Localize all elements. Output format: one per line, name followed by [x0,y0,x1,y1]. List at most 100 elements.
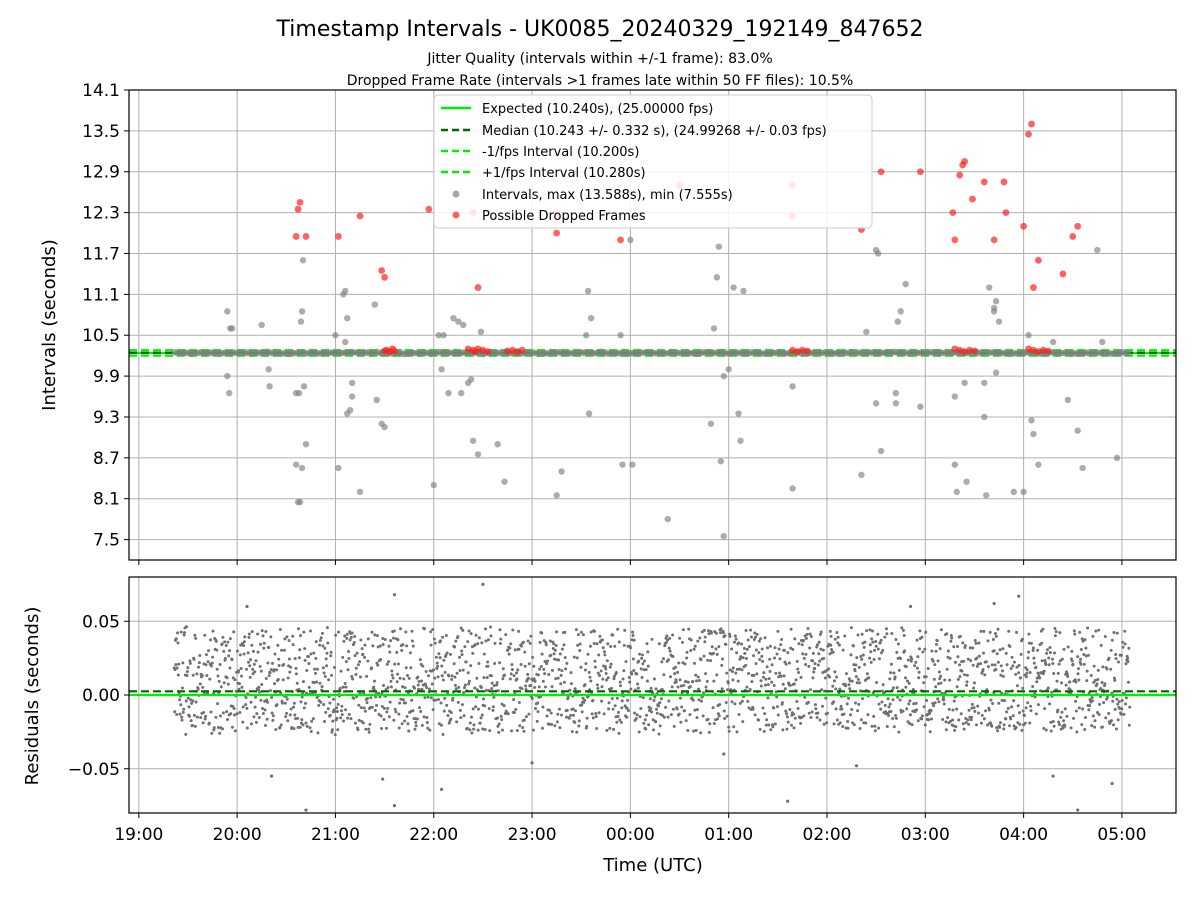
residual-point [204,653,208,657]
residual-point [603,653,607,657]
residual-point [344,660,348,664]
residual-point [864,721,868,725]
residual-point [699,658,703,662]
residual-point [510,663,514,667]
residual-point [574,628,578,632]
residual-point [1025,671,1029,675]
residual-point [947,707,951,711]
residual-point [1004,651,1008,655]
residual-point [863,640,867,644]
residual-point [195,715,199,719]
interval-point [299,257,307,264]
residual-point [204,714,208,718]
residual-point [257,716,261,720]
residual-point [564,667,568,671]
interval-point [619,461,626,468]
residual-point [440,674,444,678]
residual-point [436,664,440,668]
residual-point [358,675,362,679]
residual-point [762,671,766,675]
residual-point [275,703,279,707]
residual-point [605,728,609,732]
residual-point [1028,670,1032,674]
residual-point [237,687,241,691]
residual-point [185,674,189,678]
residual-point [333,709,337,713]
dropped-frame-point [484,348,492,355]
dropped-frame-point [949,209,957,217]
residual-point [660,660,664,664]
residual-point [1091,634,1095,638]
interval-point [346,406,354,414]
residual-point [325,651,329,655]
residual-point [460,703,464,707]
residual-point [490,681,494,685]
residual-point [1044,663,1048,667]
residual-point [764,677,768,681]
residual-point [699,699,703,703]
residual-point [1117,660,1121,664]
residual-point [492,684,496,688]
residual-point [297,656,301,660]
residual-point [361,721,365,725]
interval-point [981,379,988,387]
residual-point [627,675,631,679]
intervals-x-ticks [138,560,1123,565]
residual-point [902,634,906,638]
residual-point [754,648,758,652]
residual-point [697,698,701,702]
residual-point [221,727,225,731]
residual-point [1110,781,1114,786]
residual-point [461,668,465,672]
residual-point [228,666,232,670]
residual-point [508,677,512,681]
residual-point [1093,678,1097,682]
residual-point [577,724,581,728]
residual-point [915,708,919,712]
interval-point [381,423,388,431]
residual-point [631,633,635,637]
residual-point [471,651,475,655]
residual-point [1099,643,1103,647]
residual-point [702,628,706,632]
interval-point [1079,464,1086,472]
residual-point [479,716,483,720]
residual-point [959,712,963,716]
residual-point [712,679,716,683]
residual-point [754,635,758,639]
residual-point [264,676,268,680]
residual-point [671,707,675,711]
residual-point [951,708,955,712]
residual-point [717,645,721,649]
residual-point [616,714,620,718]
residual-point [1111,699,1115,703]
interval-point [371,301,378,308]
residual-point [535,719,539,723]
residual-point [856,709,860,713]
residual-point [667,646,671,650]
residual-point [550,722,554,726]
residual-point [691,680,695,684]
residual-point [1102,701,1106,705]
residual-point [854,675,858,679]
residual-point [786,651,790,655]
residual-point [868,628,872,632]
residual-point [272,668,276,672]
residual-point [874,640,878,644]
residual-point [751,707,755,711]
residual-point [411,644,415,648]
residual-point [1045,651,1049,655]
residual-point [553,648,557,652]
residual-point [654,720,658,724]
residual-point [673,672,677,676]
residual-point [398,676,402,680]
residual-point [194,700,198,704]
residual-point [264,629,268,633]
residual-point [441,733,445,737]
intervals-plot-frame [128,89,1177,561]
residual-point [322,671,326,675]
residual-point [814,707,818,711]
residual-point [454,687,458,691]
residual-point [467,679,471,683]
residual-point [257,685,261,689]
